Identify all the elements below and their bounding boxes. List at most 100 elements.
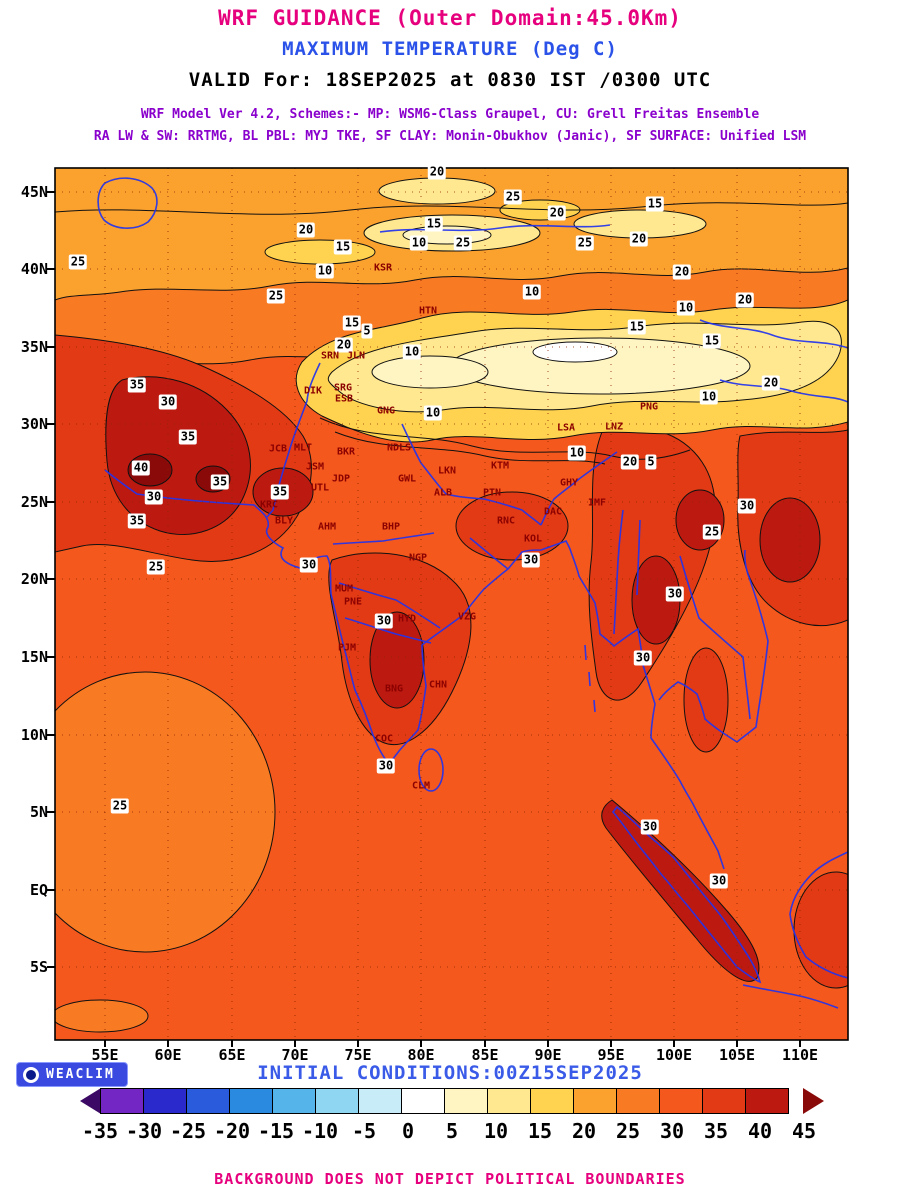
contour-value-label: 35 <box>210 474 230 490</box>
city-label: BLY <box>274 515 294 527</box>
contour-value-label: 10 <box>409 235 429 251</box>
contour-value-label: 15 <box>424 216 444 232</box>
contour-value-label: 30 <box>158 394 178 410</box>
model-scheme-line2: RA LW & SW: RRTMG, BL PBL: MYJ TKE, SF C… <box>93 129 807 144</box>
yellow-river <box>699 319 848 349</box>
lat-tick-label: 45N <box>20 183 48 201</box>
contour-value-label: 30 <box>376 758 396 774</box>
city-label: CLM <box>411 780 431 792</box>
lat-tick-label: 5S <box>29 958 48 976</box>
city-label: BNG <box>384 683 404 695</box>
lon-tick-mark <box>673 1040 675 1047</box>
colorbar-tick-label: 30 <box>659 1119 685 1143</box>
lon-tick-label: 100E <box>655 1046 693 1064</box>
colorbar-segment <box>573 1088 617 1114</box>
colorbar-left-arrow <box>80 1088 101 1114</box>
lat-tick-label: EQ <box>29 881 48 899</box>
contour-line <box>319 417 691 460</box>
contour-value-label: 10 <box>402 344 422 360</box>
contour-value-label: 10 <box>423 405 443 421</box>
colorbar-tick-label: -30 <box>125 1119 163 1143</box>
city-label: UTL <box>310 482 330 494</box>
lon-tick-label: 60E <box>154 1046 182 1064</box>
lon-tick-mark <box>610 1040 612 1047</box>
city-label: JCB <box>268 443 288 455</box>
colorbar-segment <box>186 1088 230 1114</box>
city-label: GHY <box>559 477 579 489</box>
colorbar-segment <box>659 1088 703 1114</box>
east-india-hot-region <box>455 491 569 561</box>
colorbar-segment <box>143 1088 187 1114</box>
page-title: WRF GUIDANCE (Outer Domain:45.0Km) <box>218 6 682 30</box>
city-label: LSA <box>556 422 576 434</box>
city-label: KTM <box>490 460 510 472</box>
city-label: ESB <box>334 393 354 405</box>
narmada-river <box>332 532 435 545</box>
map-border <box>54 167 849 1041</box>
lat-tick-label: 10N <box>20 726 48 744</box>
contour-value-label: 35 <box>270 484 290 500</box>
lon-tick-mark <box>484 1040 486 1047</box>
weaclim-logo-icon <box>23 1066 39 1083</box>
city-label: BKR <box>336 446 356 458</box>
city-label: NDLS <box>386 442 412 454</box>
malay-hot-region <box>683 647 729 753</box>
city-label: COC <box>374 733 394 745</box>
contour-value-label: 30 <box>299 557 319 573</box>
coastline <box>658 549 769 743</box>
deccan-hot-core <box>369 611 425 709</box>
contour-value-label: 25 <box>453 235 473 251</box>
colorbar-tick-label: -5 <box>351 1119 377 1143</box>
lat-tick-label: 5N <box>29 803 48 821</box>
city-label: SRG <box>333 382 353 394</box>
city-label: KSR <box>373 262 393 274</box>
contour-value-label: 30 <box>633 650 653 666</box>
salween-river <box>636 519 641 596</box>
city-label: JLN <box>346 350 366 362</box>
ganges-river <box>401 423 542 526</box>
contour-value-label: 25 <box>146 559 166 575</box>
colorbar-segment <box>315 1088 359 1114</box>
contour-value-label: 15 <box>333 239 353 255</box>
contour-value-label: 35 <box>127 513 147 529</box>
contour-value-label: 5 <box>645 454 657 470</box>
colorbar-right-arrow <box>803 1088 824 1114</box>
lon-tick-label: 55E <box>91 1046 119 1064</box>
irrawaddy-river <box>613 509 624 635</box>
temperature-colorbar: -35 -30 -25 -20 -15 -10 -5 0 5 10 15 20 25 30 35 40 45 <box>80 1088 824 1152</box>
lon-tick-label: 65E <box>218 1046 246 1064</box>
colorbar-tick-label: -25 <box>169 1119 207 1143</box>
contour-line <box>55 202 848 215</box>
brand-label: WEACLIM <box>46 1067 115 1082</box>
lon-tick-label: 85E <box>471 1046 499 1064</box>
contour-value-label: 30 <box>144 489 164 505</box>
contour-value-label: 20 <box>296 222 316 238</box>
contour-value-label: 25 <box>266 288 286 304</box>
lon-tick-mark <box>294 1040 296 1047</box>
contour-value-label: 20 <box>672 264 692 280</box>
contour-value-label: 25 <box>110 798 130 814</box>
contour-value-label: 10 <box>676 300 696 316</box>
lon-tick-label: 110E <box>781 1046 819 1064</box>
contour-value-label: 15 <box>702 333 722 349</box>
contour-value-label: 20 <box>761 375 781 391</box>
colorbar-segment <box>100 1088 144 1114</box>
city-label: PNE <box>343 596 363 608</box>
contour-value-label: 20 <box>547 205 567 221</box>
colorbar-tick-label: 35 <box>703 1119 729 1143</box>
contour-value-label: 20 <box>629 231 649 247</box>
valid-time-text: VALID For: 18SEP2025 at 0830 IST /0300 U… <box>188 69 712 91</box>
lat-tick-label: 25N <box>20 493 48 511</box>
plateau-coolest-region <box>371 355 489 389</box>
lon-tick-mark <box>736 1040 738 1047</box>
city-label: HYD <box>397 613 417 625</box>
city-label: GWL <box>397 473 417 485</box>
lat-tick-mark <box>47 578 55 580</box>
contour-value-label: 20 <box>334 337 354 353</box>
colorbar-tick-label: 0 <box>401 1119 415 1143</box>
lon-tick-mark <box>799 1040 801 1047</box>
city-label: MLT <box>293 442 313 454</box>
colorbar-tick-label: 40 <box>747 1119 773 1143</box>
mahanadi-river <box>469 537 509 570</box>
